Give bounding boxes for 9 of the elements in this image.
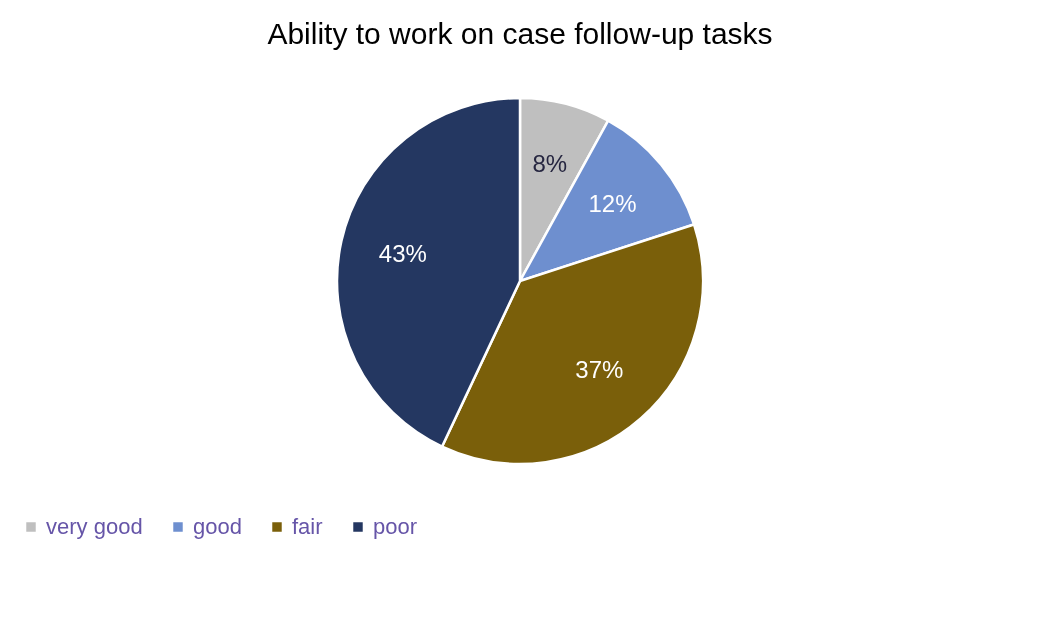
legend-label: good bbox=[193, 514, 242, 539]
data-label: 37% bbox=[575, 356, 624, 384]
legend-label: very good bbox=[46, 514, 143, 539]
data-label: 12% bbox=[588, 189, 637, 217]
data-label: 43% bbox=[378, 239, 427, 267]
legend-label: fair bbox=[292, 514, 323, 539]
chart-title: Ability to work on case follow-up tasks bbox=[267, 17, 773, 50]
data-label: 8% bbox=[532, 149, 568, 177]
legend-label: poor bbox=[373, 514, 418, 539]
